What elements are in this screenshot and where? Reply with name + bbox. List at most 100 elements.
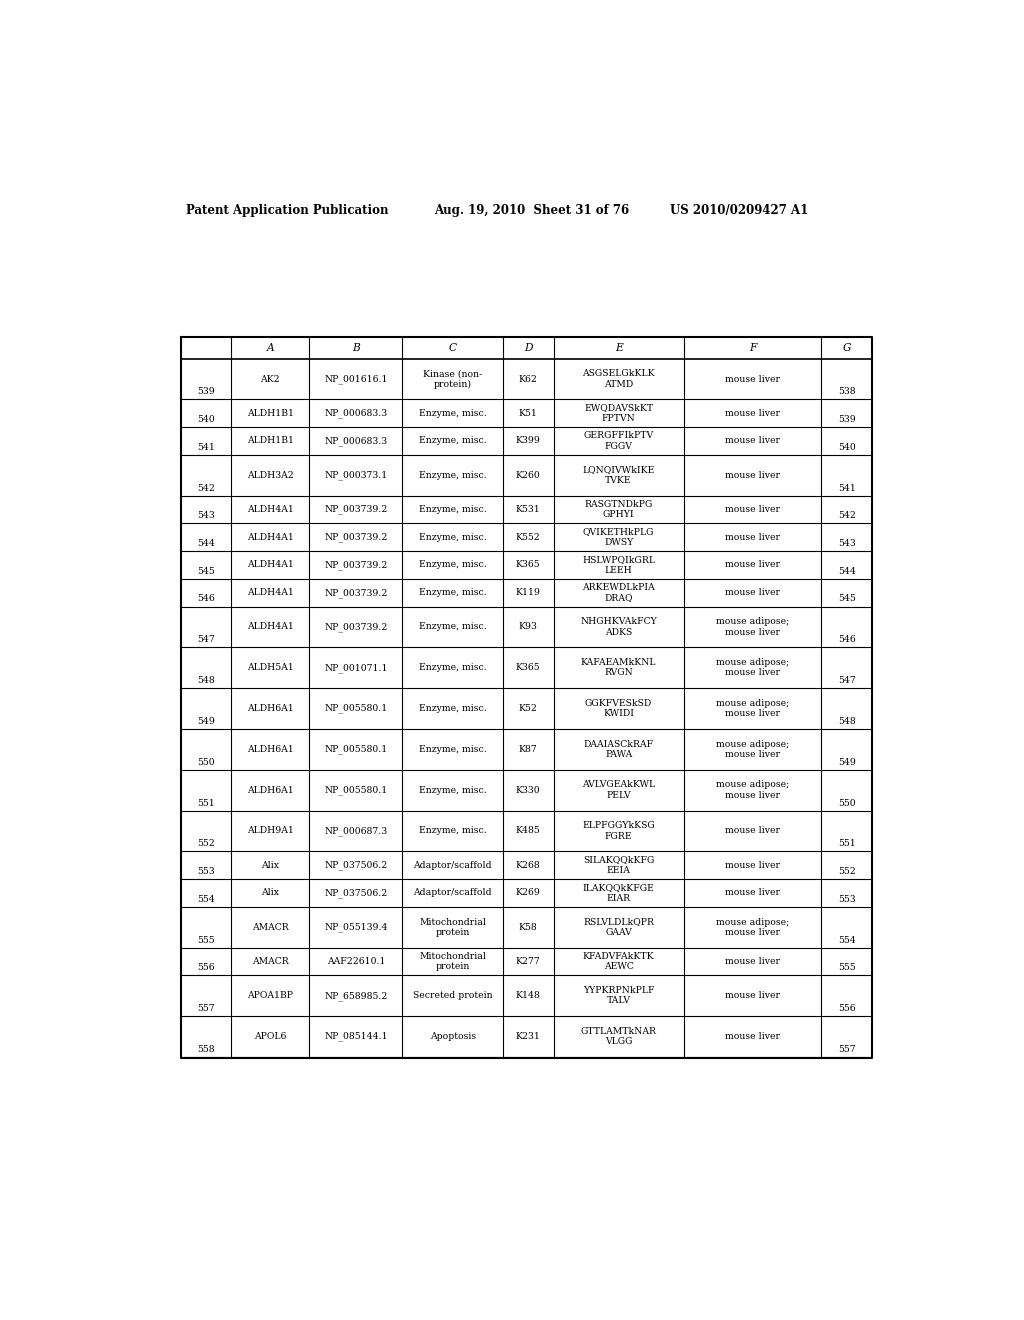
- Text: ALDH1B1: ALDH1B1: [247, 409, 294, 417]
- Text: QVIKETHkPLG
DWSY: QVIKETHkPLG DWSY: [583, 528, 654, 546]
- Text: NP_000683.3: NP_000683.3: [325, 408, 387, 418]
- Text: 539: 539: [838, 414, 856, 424]
- Text: LQNQIVWkIKE
TVKE: LQNQIVWkIKE TVKE: [583, 466, 654, 484]
- Text: 542: 542: [197, 483, 215, 492]
- Text: ALDH4A1: ALDH4A1: [247, 561, 294, 569]
- Text: Enzyme, misc.: Enzyme, misc.: [419, 409, 486, 417]
- Text: mouse adipose;
mouse liver: mouse adipose; mouse liver: [716, 618, 790, 636]
- Text: B: B: [352, 343, 359, 352]
- Text: NP_037506.2: NP_037506.2: [325, 888, 387, 898]
- Text: NP_001071.1: NP_001071.1: [325, 663, 388, 673]
- Text: AVLVGEAkKWL
PELV: AVLVGEAkKWL PELV: [582, 780, 655, 800]
- Text: ALDH3A2: ALDH3A2: [247, 471, 294, 479]
- Text: NP_003739.2: NP_003739.2: [325, 587, 388, 598]
- Text: KFADVFAkKTK
AEWC: KFADVFAkKTK AEWC: [583, 952, 654, 972]
- Text: Adaptor/scaffold: Adaptor/scaffold: [414, 861, 492, 870]
- Text: ALDH9A1: ALDH9A1: [247, 826, 294, 836]
- Text: mouse liver: mouse liver: [725, 589, 780, 597]
- Text: 556: 556: [198, 964, 215, 973]
- Text: K52: K52: [519, 704, 538, 713]
- Text: ILAKQQkKFGE
EIAR: ILAKQQkKFGE EIAR: [583, 883, 654, 903]
- Text: K119: K119: [516, 589, 541, 597]
- Text: Enzyme, misc.: Enzyme, misc.: [419, 826, 486, 836]
- Text: AMACR: AMACR: [252, 923, 289, 932]
- Text: A: A: [266, 343, 274, 352]
- Text: ALDH6A1: ALDH6A1: [247, 704, 294, 713]
- Text: 552: 552: [198, 840, 215, 849]
- Text: mouse liver: mouse liver: [725, 957, 780, 966]
- Text: Enzyme, misc.: Enzyme, misc.: [419, 437, 486, 445]
- Text: NP_085144.1: NP_085144.1: [325, 1032, 388, 1041]
- Text: F: F: [749, 343, 757, 352]
- Text: K93: K93: [519, 623, 538, 631]
- Text: 557: 557: [838, 1045, 855, 1053]
- Text: K365: K365: [516, 663, 541, 672]
- Text: RASGTNDkPG
GPHYI: RASGTNDkPG GPHYI: [585, 500, 653, 519]
- Text: ALDH6A1: ALDH6A1: [247, 785, 294, 795]
- Text: Enzyme, misc.: Enzyme, misc.: [419, 704, 486, 713]
- Text: 543: 543: [838, 539, 856, 548]
- Text: NP_658985.2: NP_658985.2: [325, 991, 388, 1001]
- Text: 554: 554: [838, 936, 856, 945]
- Text: ALDH4A1: ALDH4A1: [247, 506, 294, 513]
- Text: 548: 548: [838, 717, 856, 726]
- Text: NP_005580.1: NP_005580.1: [325, 704, 387, 713]
- Text: 544: 544: [197, 539, 215, 548]
- Text: 547: 547: [198, 635, 215, 644]
- Text: K365: K365: [516, 561, 541, 569]
- Text: 539: 539: [198, 387, 215, 396]
- Text: SILAKQQkKFG
EEIA: SILAKQQkKFG EEIA: [583, 855, 654, 875]
- Text: C: C: [449, 343, 457, 352]
- Text: ALDH1B1: ALDH1B1: [247, 437, 294, 445]
- Text: K552: K552: [516, 533, 541, 541]
- Text: 555: 555: [198, 936, 215, 945]
- Text: 540: 540: [198, 414, 215, 424]
- Text: NP_005580.1: NP_005580.1: [325, 785, 387, 795]
- Text: EWQDAVSkKT
FPTVN: EWQDAVSkKT FPTVN: [584, 404, 653, 422]
- Text: E: E: [614, 343, 623, 352]
- Text: Aug. 19, 2010  Sheet 31 of 76: Aug. 19, 2010 Sheet 31 of 76: [434, 205, 630, 218]
- Text: 542: 542: [838, 511, 856, 520]
- Text: NP_003739.2: NP_003739.2: [325, 532, 388, 543]
- Text: 546: 546: [838, 635, 856, 644]
- Text: ASGSELGkKLK
ATMD: ASGSELGkKLK ATMD: [583, 370, 655, 388]
- Text: NP_003739.2: NP_003739.2: [325, 622, 388, 632]
- Text: NP_000683.3: NP_000683.3: [325, 436, 387, 446]
- Text: KAFAEAMkKNL
RVGN: KAFAEAMkKNL RVGN: [581, 659, 656, 677]
- Text: US 2010/0209427 A1: US 2010/0209427 A1: [671, 205, 809, 218]
- Text: Enzyme, misc.: Enzyme, misc.: [419, 471, 486, 479]
- Text: 546: 546: [198, 594, 215, 603]
- Text: 549: 549: [197, 717, 215, 726]
- Text: K268: K268: [516, 861, 541, 870]
- Text: 541: 541: [197, 442, 215, 451]
- Text: NP_055139.4: NP_055139.4: [325, 923, 388, 932]
- Text: 543: 543: [198, 511, 215, 520]
- Text: APOL6: APOL6: [254, 1032, 287, 1041]
- Text: K58: K58: [519, 923, 538, 932]
- Text: 547: 547: [838, 676, 856, 685]
- Text: Enzyme, misc.: Enzyme, misc.: [419, 785, 486, 795]
- Text: Alix: Alix: [261, 888, 280, 898]
- Text: 556: 556: [838, 1005, 855, 1014]
- Text: K269: K269: [516, 888, 541, 898]
- Text: 549: 549: [838, 758, 856, 767]
- Text: mouse liver: mouse liver: [725, 375, 780, 384]
- Text: NP_003739.2: NP_003739.2: [325, 504, 388, 515]
- Text: ALDH4A1: ALDH4A1: [247, 533, 294, 541]
- Text: 545: 545: [198, 566, 215, 576]
- Text: 544: 544: [838, 566, 856, 576]
- Text: NP_000373.1: NP_000373.1: [325, 470, 387, 480]
- Text: K62: K62: [519, 375, 538, 384]
- Text: K531: K531: [516, 506, 541, 513]
- Text: NP_003739.2: NP_003739.2: [325, 560, 388, 570]
- Text: 553: 553: [198, 867, 215, 876]
- Text: G: G: [843, 343, 851, 352]
- Text: mouse liver: mouse liver: [725, 471, 780, 479]
- Text: 538: 538: [838, 387, 855, 396]
- Text: GGKFVESkSD
KWIDI: GGKFVESkSD KWIDI: [585, 698, 652, 718]
- Text: Kinase (non-
protein): Kinase (non- protein): [423, 370, 482, 389]
- Text: 541: 541: [838, 483, 856, 492]
- Text: Enzyme, misc.: Enzyme, misc.: [419, 744, 486, 754]
- Text: ELPFGGYkKSG
FGRE: ELPFGGYkKSG FGRE: [583, 821, 655, 841]
- Text: 554: 554: [198, 895, 215, 904]
